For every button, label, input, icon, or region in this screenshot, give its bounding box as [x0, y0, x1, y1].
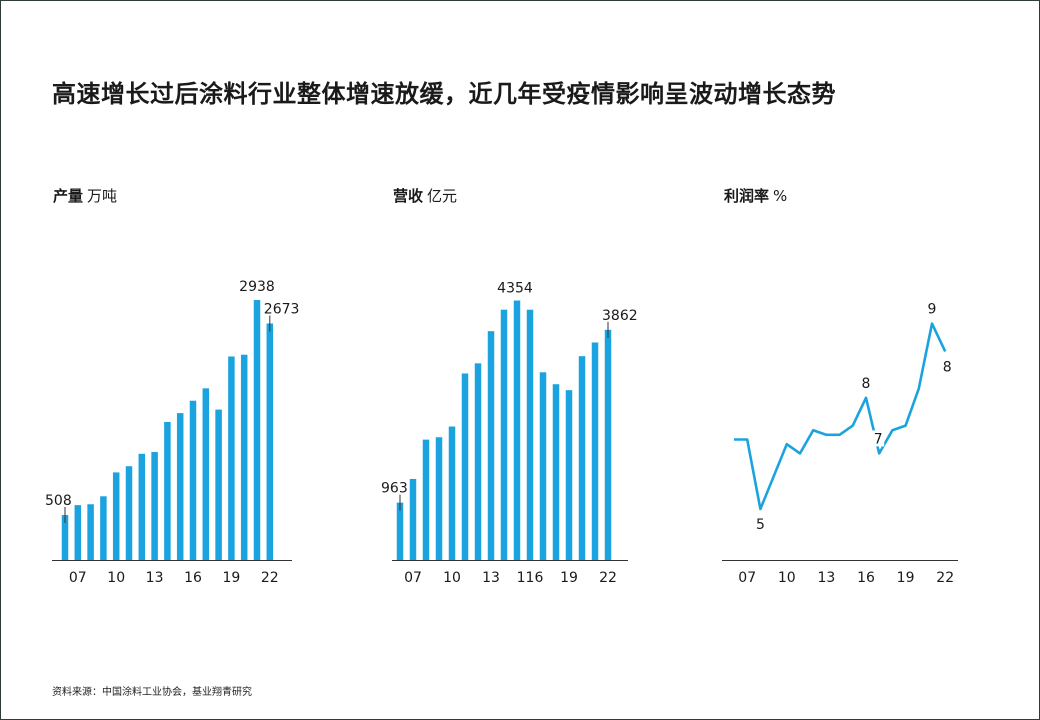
data-label-1-2: 3862	[602, 308, 638, 324]
bar-1-15	[591, 342, 599, 560]
bar-1-13	[565, 390, 573, 560]
bar-0-3	[100, 496, 107, 560]
bar-0-12	[215, 409, 222, 560]
data-label-0-2: 2673	[264, 301, 300, 317]
bar-1-0	[396, 502, 404, 560]
tick-label-0-5: 22	[261, 570, 279, 586]
line-series-2	[734, 322, 947, 511]
bar-1-3	[435, 437, 443, 560]
panel-title-output-unit: 万吨	[87, 187, 118, 205]
bar-1-11	[539, 372, 547, 560]
data-label-1-0: 963	[381, 481, 408, 497]
tick-label-1-0: 07	[404, 570, 422, 586]
bar-0-2	[87, 504, 94, 560]
data-label-2-0: 5	[756, 517, 765, 533]
panel-title-output: 产量 万吨	[53, 185, 117, 206]
label-bg-2-0	[754, 516, 767, 533]
bar-1-10	[526, 309, 534, 560]
label-bg-2-4	[941, 358, 954, 375]
bar-1-6	[474, 363, 482, 560]
tick-label-0-1: 10	[107, 570, 125, 586]
bar-0-15	[253, 300, 261, 560]
panel-title-revenue-unit: 亿元	[427, 187, 458, 205]
panel-title-margin-unit: %	[773, 187, 788, 205]
bar-1-7	[487, 331, 495, 560]
bar-1-16	[604, 329, 612, 560]
tick-label-2-0: 07	[738, 570, 756, 586]
bar-1-8	[500, 309, 508, 560]
data-label-1-1: 4354	[497, 281, 533, 297]
page-title: 高速增长过后涂料行业整体增速放缓，近几年受疫情影响呈波动增长态势	[52, 80, 836, 108]
label-bg-2-3	[926, 300, 938, 317]
bar-0-0	[61, 515, 69, 560]
data-label-2-1: 8	[862, 376, 871, 392]
bar-1-5	[461, 373, 469, 560]
bar-1-9	[513, 300, 521, 560]
data-label-0-1: 2938	[239, 279, 275, 295]
panel-title-revenue-label: 营收	[393, 187, 424, 205]
tick-label-2-2: 13	[817, 570, 835, 586]
tick-label-0-0: 07	[69, 570, 87, 586]
bar-0-1	[74, 505, 82, 560]
bar-0-14	[240, 354, 248, 560]
panel-title-margin: 利润率%	[724, 185, 787, 206]
tick-label-1-1: 10	[443, 570, 461, 586]
bar-0-5	[125, 466, 133, 560]
tick-label-0-2: 13	[146, 570, 164, 586]
bar-1-1	[409, 478, 417, 560]
bar-0-6	[138, 453, 146, 560]
tick-label-0-4: 19	[222, 570, 240, 586]
tick-label-1-2: 13	[482, 570, 500, 586]
tick-label-2-5: 22	[936, 570, 954, 586]
bar-1-2	[422, 439, 430, 560]
bar-0-7	[151, 452, 158, 560]
data-label-2-4: 8	[943, 359, 952, 375]
tick-label-0-3: 16	[184, 570, 202, 586]
bar-0-4	[112, 472, 120, 560]
label-bg-2-2	[872, 430, 885, 447]
tick-label-2-1: 10	[778, 570, 796, 586]
tick-label-2-4: 19	[897, 570, 915, 586]
label-bg-2-1	[860, 374, 872, 391]
panel-title-output-label: 产量	[53, 187, 84, 205]
tick-label-1-3: 116	[517, 570, 544, 586]
bar-1-4	[448, 426, 456, 560]
source-note: 资料来源：中国涂料工业协会，基业翔青研究	[52, 687, 252, 698]
panel-title-margin-label: 利润率	[724, 187, 770, 205]
panel-title-revenue: 营收 亿元	[393, 185, 457, 206]
bar-0-8	[164, 421, 171, 560]
bar-1-14	[578, 356, 586, 560]
tick-label-2-3: 16	[857, 570, 875, 586]
data-label-2-3: 9	[928, 302, 937, 318]
tick-label-1-4: 19	[560, 570, 578, 586]
data-label-0-0: 508	[45, 493, 72, 509]
tick-label-1-5: 22	[599, 570, 617, 586]
bar-0-16	[266, 323, 274, 560]
data-label-2-2: 7	[874, 431, 883, 447]
bar-1-12	[552, 384, 560, 560]
bar-0-13	[228, 356, 235, 560]
bar-0-11	[202, 388, 210, 560]
bar-0-9	[176, 413, 184, 560]
bar-0-10	[189, 400, 197, 560]
